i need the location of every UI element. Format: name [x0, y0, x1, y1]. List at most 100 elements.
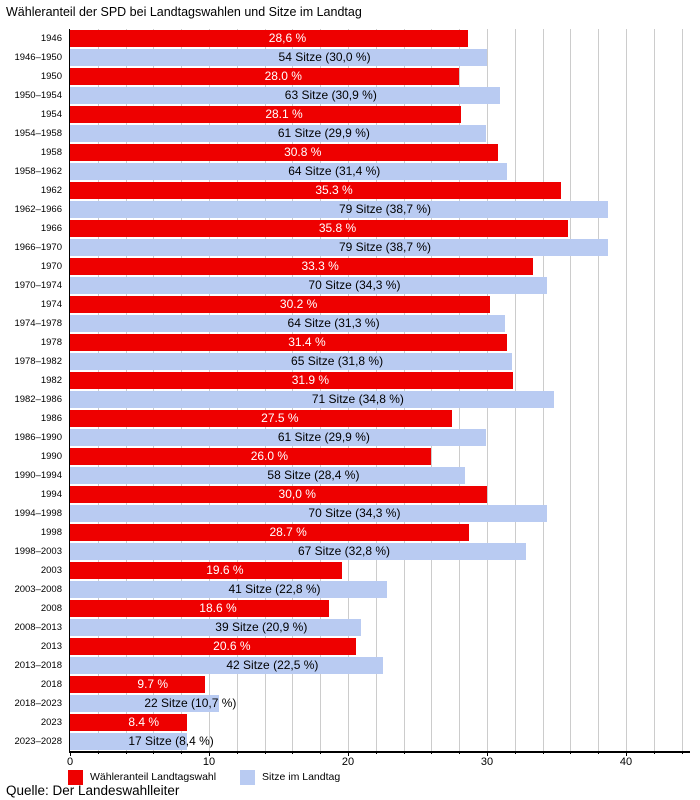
- gridline: [348, 29, 350, 751]
- bar-value-label: 35.8 %: [318, 221, 357, 235]
- x-tick-minor: [403, 751, 405, 754]
- bar-value-label: 39 Sitze (20,9 %): [215, 620, 308, 634]
- bar-value-label: 30.2 %: [279, 297, 318, 311]
- seats-bar: 22 Sitze (10,7 %): [70, 695, 236, 712]
- bar-row: 28.0 %: [70, 67, 690, 86]
- vote-share-bar: 31.4 %: [70, 334, 507, 351]
- bar-row: 8.4 %: [70, 713, 690, 732]
- x-tick-label: 10: [202, 756, 216, 768]
- chart-title: Wähleranteil der SPD bei Landtagswahlen …: [6, 5, 362, 19]
- bar-value-label: 61 Sitze (29,9 %): [277, 430, 370, 444]
- bar-row: 30.2 %: [70, 295, 690, 314]
- row-label: 2018: [40, 679, 62, 690]
- bar-value-label: 31.9 %: [291, 373, 330, 387]
- row-label: 1946–1950: [14, 52, 62, 63]
- row-label: 1962: [40, 185, 62, 196]
- seats-bar: 61 Sitze (29,9 %): [70, 125, 486, 142]
- row-label: 1970–1974: [14, 280, 62, 291]
- bar-row: 9.7 %: [70, 675, 690, 694]
- bar-value-label: 41 Sitze (22,8 %): [228, 582, 321, 596]
- bar-row: 28.7 %: [70, 523, 690, 542]
- x-tick-major: [626, 751, 628, 756]
- bar-row: 63 Sitze (30,9 %): [70, 86, 690, 105]
- row-label: 1966: [40, 223, 62, 234]
- gridline: [292, 29, 294, 751]
- row-label: 1950–1954: [14, 90, 62, 101]
- seats-bar: 64 Sitze (31,3 %): [70, 315, 506, 332]
- row-label: 1962–1966: [14, 204, 62, 215]
- bar-value-label: 30.8 %: [284, 145, 322, 159]
- bar-row: 35.8 %: [70, 219, 690, 238]
- gridline: [653, 29, 655, 751]
- bar-row: 64 Sitze (31,3 %): [70, 314, 690, 333]
- bar-row: 31.4 %: [70, 333, 690, 352]
- x-tick-minor: [236, 751, 238, 754]
- row-label: 1990: [40, 451, 62, 462]
- vote-share-bar: 27.5 %: [70, 410, 453, 427]
- row-label: 1958–1962: [14, 166, 62, 177]
- bar-value-label: 70 Sitze (34,3 %): [308, 278, 401, 292]
- vote-share-bar: 28.7 %: [70, 524, 469, 541]
- seats-bar: 64 Sitze (31,4 %): [70, 163, 507, 180]
- row-label: 1954–1958: [14, 128, 62, 139]
- seats-bar: 17 Sitze (8,4 %): [70, 733, 214, 750]
- bar-value-label: 61 Sitze (29,9 %): [277, 126, 370, 140]
- x-tick-minor: [97, 751, 99, 754]
- bar-row: 41 Sitze (22,8 %): [70, 580, 690, 599]
- x-axis: 0 10 20 30 40: [67, 751, 690, 773]
- x-tick-minor: [653, 751, 655, 754]
- row-label: 1958: [40, 147, 62, 158]
- gridline: [209, 29, 210, 751]
- bar-row: 39 Sitze (20,9 %): [70, 618, 690, 637]
- row-label: 2013: [40, 641, 62, 652]
- row-label: 1998: [40, 527, 62, 538]
- gridline: [97, 29, 99, 751]
- bar-value-label: 58 Sitze (28,4 %): [267, 468, 360, 482]
- x-tick-minor: [292, 751, 294, 754]
- row-label: 1994–1998: [14, 508, 62, 519]
- seats-bar: 79 Sitze (38,7 %): [70, 239, 608, 256]
- gridline: [542, 29, 544, 751]
- bar-value-label: 9.7 %: [137, 677, 169, 691]
- bar-row: 54 Sitze (30,0 %): [70, 48, 690, 67]
- bar-row: 61 Sitze (29,9 %): [70, 124, 690, 143]
- vote-share-bar: 33.3 %: [70, 258, 533, 275]
- bar-row: 30,0 %: [70, 485, 690, 504]
- x-tick-major: [487, 751, 489, 756]
- bar-row: 27.5 %: [70, 409, 690, 428]
- bar-value-label: 33.3 %: [301, 259, 339, 273]
- seats-bar: 41 Sitze (22,8 %): [70, 581, 387, 598]
- row-label: 2003–2008: [14, 584, 62, 595]
- row-label: 1974: [40, 299, 62, 310]
- bar-value-label: 65 Sitze (31,8 %): [291, 354, 384, 368]
- seats-bar: 39 Sitze (20,9 %): [70, 619, 361, 636]
- x-tick-minor: [570, 751, 572, 754]
- bar-row: 70 Sitze (34,3 %): [70, 504, 690, 523]
- bar-row: 28.1 %: [70, 105, 690, 124]
- bar-row: 17 Sitze (8,4 %): [70, 732, 690, 751]
- row-label: 1978: [40, 337, 62, 348]
- bar-row: 20.6 %: [70, 637, 690, 656]
- row-label: 1950: [40, 71, 62, 82]
- row-label: 2023–2028: [14, 736, 62, 747]
- row-label: 1978–1982: [14, 356, 62, 367]
- row-label: 1946: [40, 33, 62, 44]
- y-axis-labels: 1946 1946–1950 1950 1950–1954 1954 1954–1958 1…: [0, 29, 62, 751]
- gridline: [236, 29, 238, 751]
- x-tick-label: 30: [480, 756, 494, 768]
- x-tick-major: [348, 751, 350, 756]
- bar-value-label: 63 Sitze (30,9 %): [284, 88, 377, 102]
- vote-share-bar: 28.0 %: [70, 68, 460, 85]
- bar-value-label: 28.0 %: [264, 69, 302, 83]
- bar-row: 79 Sitze (38,7 %): [70, 200, 690, 219]
- bar-value-label: 71 Sitze (34,8 %): [311, 392, 404, 406]
- seats-bar: 71 Sitze (34,8 %): [70, 391, 554, 408]
- bar-value-label: 42 Sitze (22,5 %): [226, 658, 319, 672]
- seats-bar: 70 Sitze (34,3 %): [70, 277, 547, 294]
- x-tick-minor: [320, 751, 322, 754]
- row-label: 1986: [40, 413, 62, 424]
- x-tick-minor: [681, 751, 683, 754]
- gridline: [264, 29, 266, 751]
- gridline: [431, 29, 433, 751]
- seats-bar: 70 Sitze (34,3 %): [70, 505, 547, 522]
